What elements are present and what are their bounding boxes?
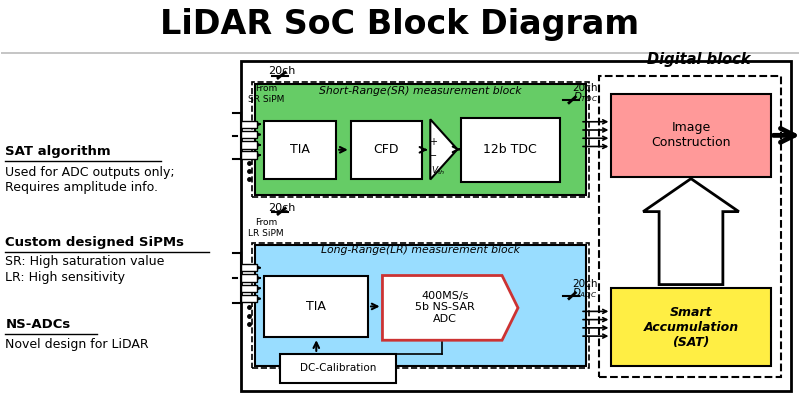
Text: TIA: TIA [290, 143, 310, 156]
Text: 20ch: 20ch [269, 203, 296, 212]
Bar [281, 354, 396, 383]
Bar [350, 121, 422, 178]
Text: From
SR SiPM: From SR SiPM [248, 84, 284, 104]
Text: 400MS/s
5b NS-SAR
ADC: 400MS/s 5b NS-SAR ADC [414, 290, 474, 324]
Bar [252, 82, 589, 197]
Bar [241, 141, 257, 149]
Text: 12b TDC: 12b TDC [483, 143, 537, 156]
Bar [611, 288, 770, 366]
Text: Image
Construction: Image Construction [651, 121, 730, 149]
Text: −: − [430, 151, 438, 161]
Bar [611, 94, 770, 177]
Text: 20ch: 20ch [572, 279, 598, 289]
Polygon shape [430, 119, 458, 179]
Text: Novel design for LiDAR: Novel design for LiDAR [6, 338, 149, 351]
Text: 20ch: 20ch [572, 83, 598, 93]
Bar [241, 120, 257, 128]
Bar [241, 274, 257, 282]
Bar [461, 117, 560, 181]
Text: Custom designed SiPMs: Custom designed SiPMs [6, 236, 184, 249]
Text: From
LR SiPM: From LR SiPM [248, 218, 284, 238]
Bar [241, 131, 257, 138]
Bar [255, 244, 586, 366]
Text: $D_{TDC}$: $D_{TDC}$ [573, 90, 598, 104]
Text: Digital block: Digital block [647, 52, 750, 67]
Bar [599, 76, 781, 376]
Text: CFD: CFD [374, 143, 399, 156]
Text: $D_{ADC}$: $D_{ADC}$ [572, 286, 598, 300]
Text: Short-Range(SR) measurement block: Short-Range(SR) measurement block [319, 86, 522, 96]
Text: $V_{th}$: $V_{th}$ [431, 165, 446, 178]
Bar [265, 121, 336, 178]
Text: TIA: TIA [306, 300, 326, 313]
Text: SR: High saturation value: SR: High saturation value [6, 255, 165, 269]
Text: Used for ADC outputs only;: Used for ADC outputs only; [6, 166, 175, 179]
Text: LiDAR SoC Block Diagram: LiDAR SoC Block Diagram [161, 7, 639, 41]
Text: LR: High sensitivity: LR: High sensitivity [6, 271, 126, 284]
Bar [241, 151, 257, 159]
Bar [241, 264, 257, 271]
Text: Long-Range(LR) measurement block: Long-Range(LR) measurement block [322, 244, 520, 254]
Text: SAT algorithm: SAT algorithm [6, 145, 111, 159]
Text: Smart
Accumulation
(SAT): Smart Accumulation (SAT) [643, 305, 738, 349]
Text: NS-ADCs: NS-ADCs [6, 318, 70, 332]
Text: 20ch: 20ch [269, 66, 296, 76]
Bar [252, 243, 589, 368]
Bar [241, 61, 790, 391]
Polygon shape [643, 178, 739, 285]
Bar [241, 295, 257, 302]
Text: DC-Calibration: DC-Calibration [301, 363, 377, 373]
Text: Requires amplitude info.: Requires amplitude info. [6, 181, 158, 194]
Text: +: + [430, 137, 438, 146]
Bar [255, 84, 586, 195]
Polygon shape [382, 276, 518, 340]
Bar [241, 285, 257, 292]
Bar [265, 276, 368, 337]
